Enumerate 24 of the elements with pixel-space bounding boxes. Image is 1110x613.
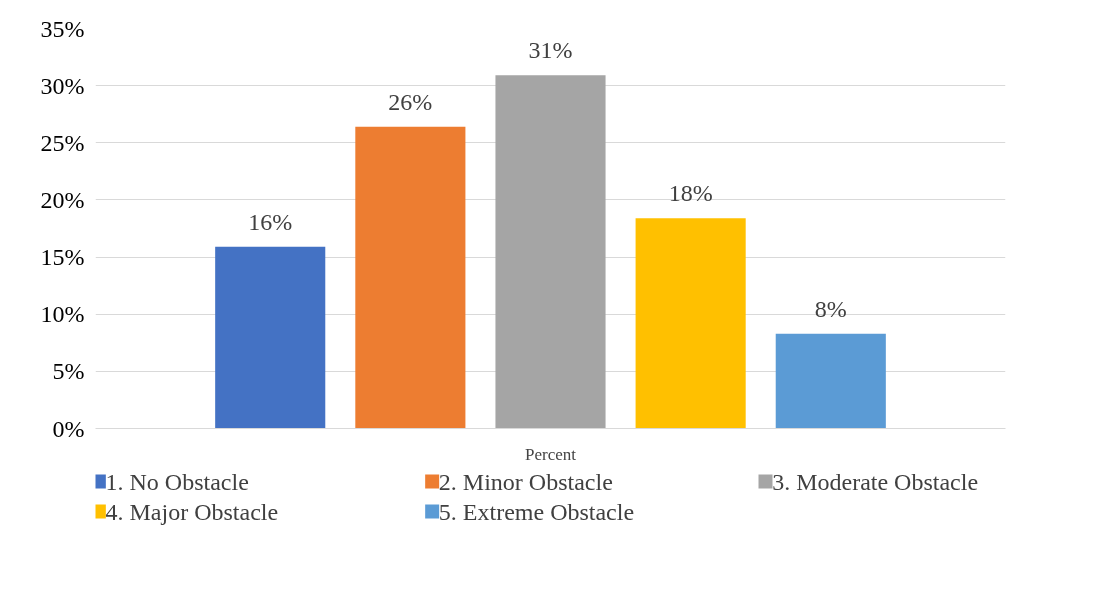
- text: 16%: [248, 208, 293, 235]
- y-tick-label: 15%: [40, 244, 85, 271]
- bar: [215, 246, 326, 429]
- bar: [635, 218, 746, 429]
- y-tick-label: 10%: [40, 301, 85, 328]
- y-tick-label: 0%: [52, 415, 85, 442]
- bar: [355, 126, 466, 429]
- y-tick-label: 25%: [40, 129, 85, 156]
- y-tick-label: 30%: [40, 72, 85, 99]
- bar: [495, 75, 606, 429]
- text: 8%: [814, 295, 847, 322]
- text: 31%: [528, 37, 573, 64]
- legend-label: 4. Major Obstacle: [105, 498, 279, 525]
- text: 18%: [668, 180, 713, 207]
- text: 26%: [388, 88, 433, 115]
- legend-label: 3. Moderate Obstacle: [772, 468, 979, 495]
- legend-label: 1. No Obstacle: [105, 468, 249, 495]
- x-tick-label: Percent: [525, 444, 577, 464]
- legend-label: 2. Minor Obstacle: [438, 468, 613, 495]
- y-tick-label: 5%: [52, 358, 85, 385]
- y-tick-label: 35%: [40, 15, 85, 42]
- legend-label: 5. Extreme Obstacle: [438, 498, 635, 525]
- bar: [775, 333, 886, 429]
- y-tick-label: 20%: [40, 186, 85, 213]
